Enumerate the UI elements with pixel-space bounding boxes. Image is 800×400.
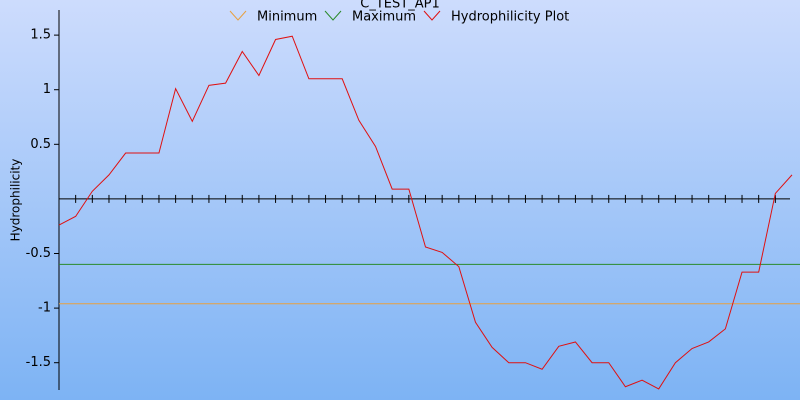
y-tick-label: -1.5 xyxy=(26,355,51,370)
legend-icon xyxy=(324,10,342,21)
legend-label: Hydrophilicity Plot xyxy=(451,10,569,25)
chart-title: C_TEST_AP1 xyxy=(360,0,439,12)
legend-icon xyxy=(229,10,247,21)
y-tick-label: -0.5 xyxy=(26,246,51,261)
y-tick-label: 0.5 xyxy=(30,137,51,152)
y-tick-label: 1 xyxy=(43,82,51,97)
legend-label: Minimum xyxy=(257,10,317,25)
legend-icon xyxy=(423,10,441,21)
y-tick-label: -1 xyxy=(38,301,51,316)
data-line xyxy=(58,35,793,390)
y-axis-label: Hydrophilicity xyxy=(9,159,23,242)
legend-label: Maximum xyxy=(352,10,416,25)
y-tick-label: 1.5 xyxy=(30,28,51,43)
